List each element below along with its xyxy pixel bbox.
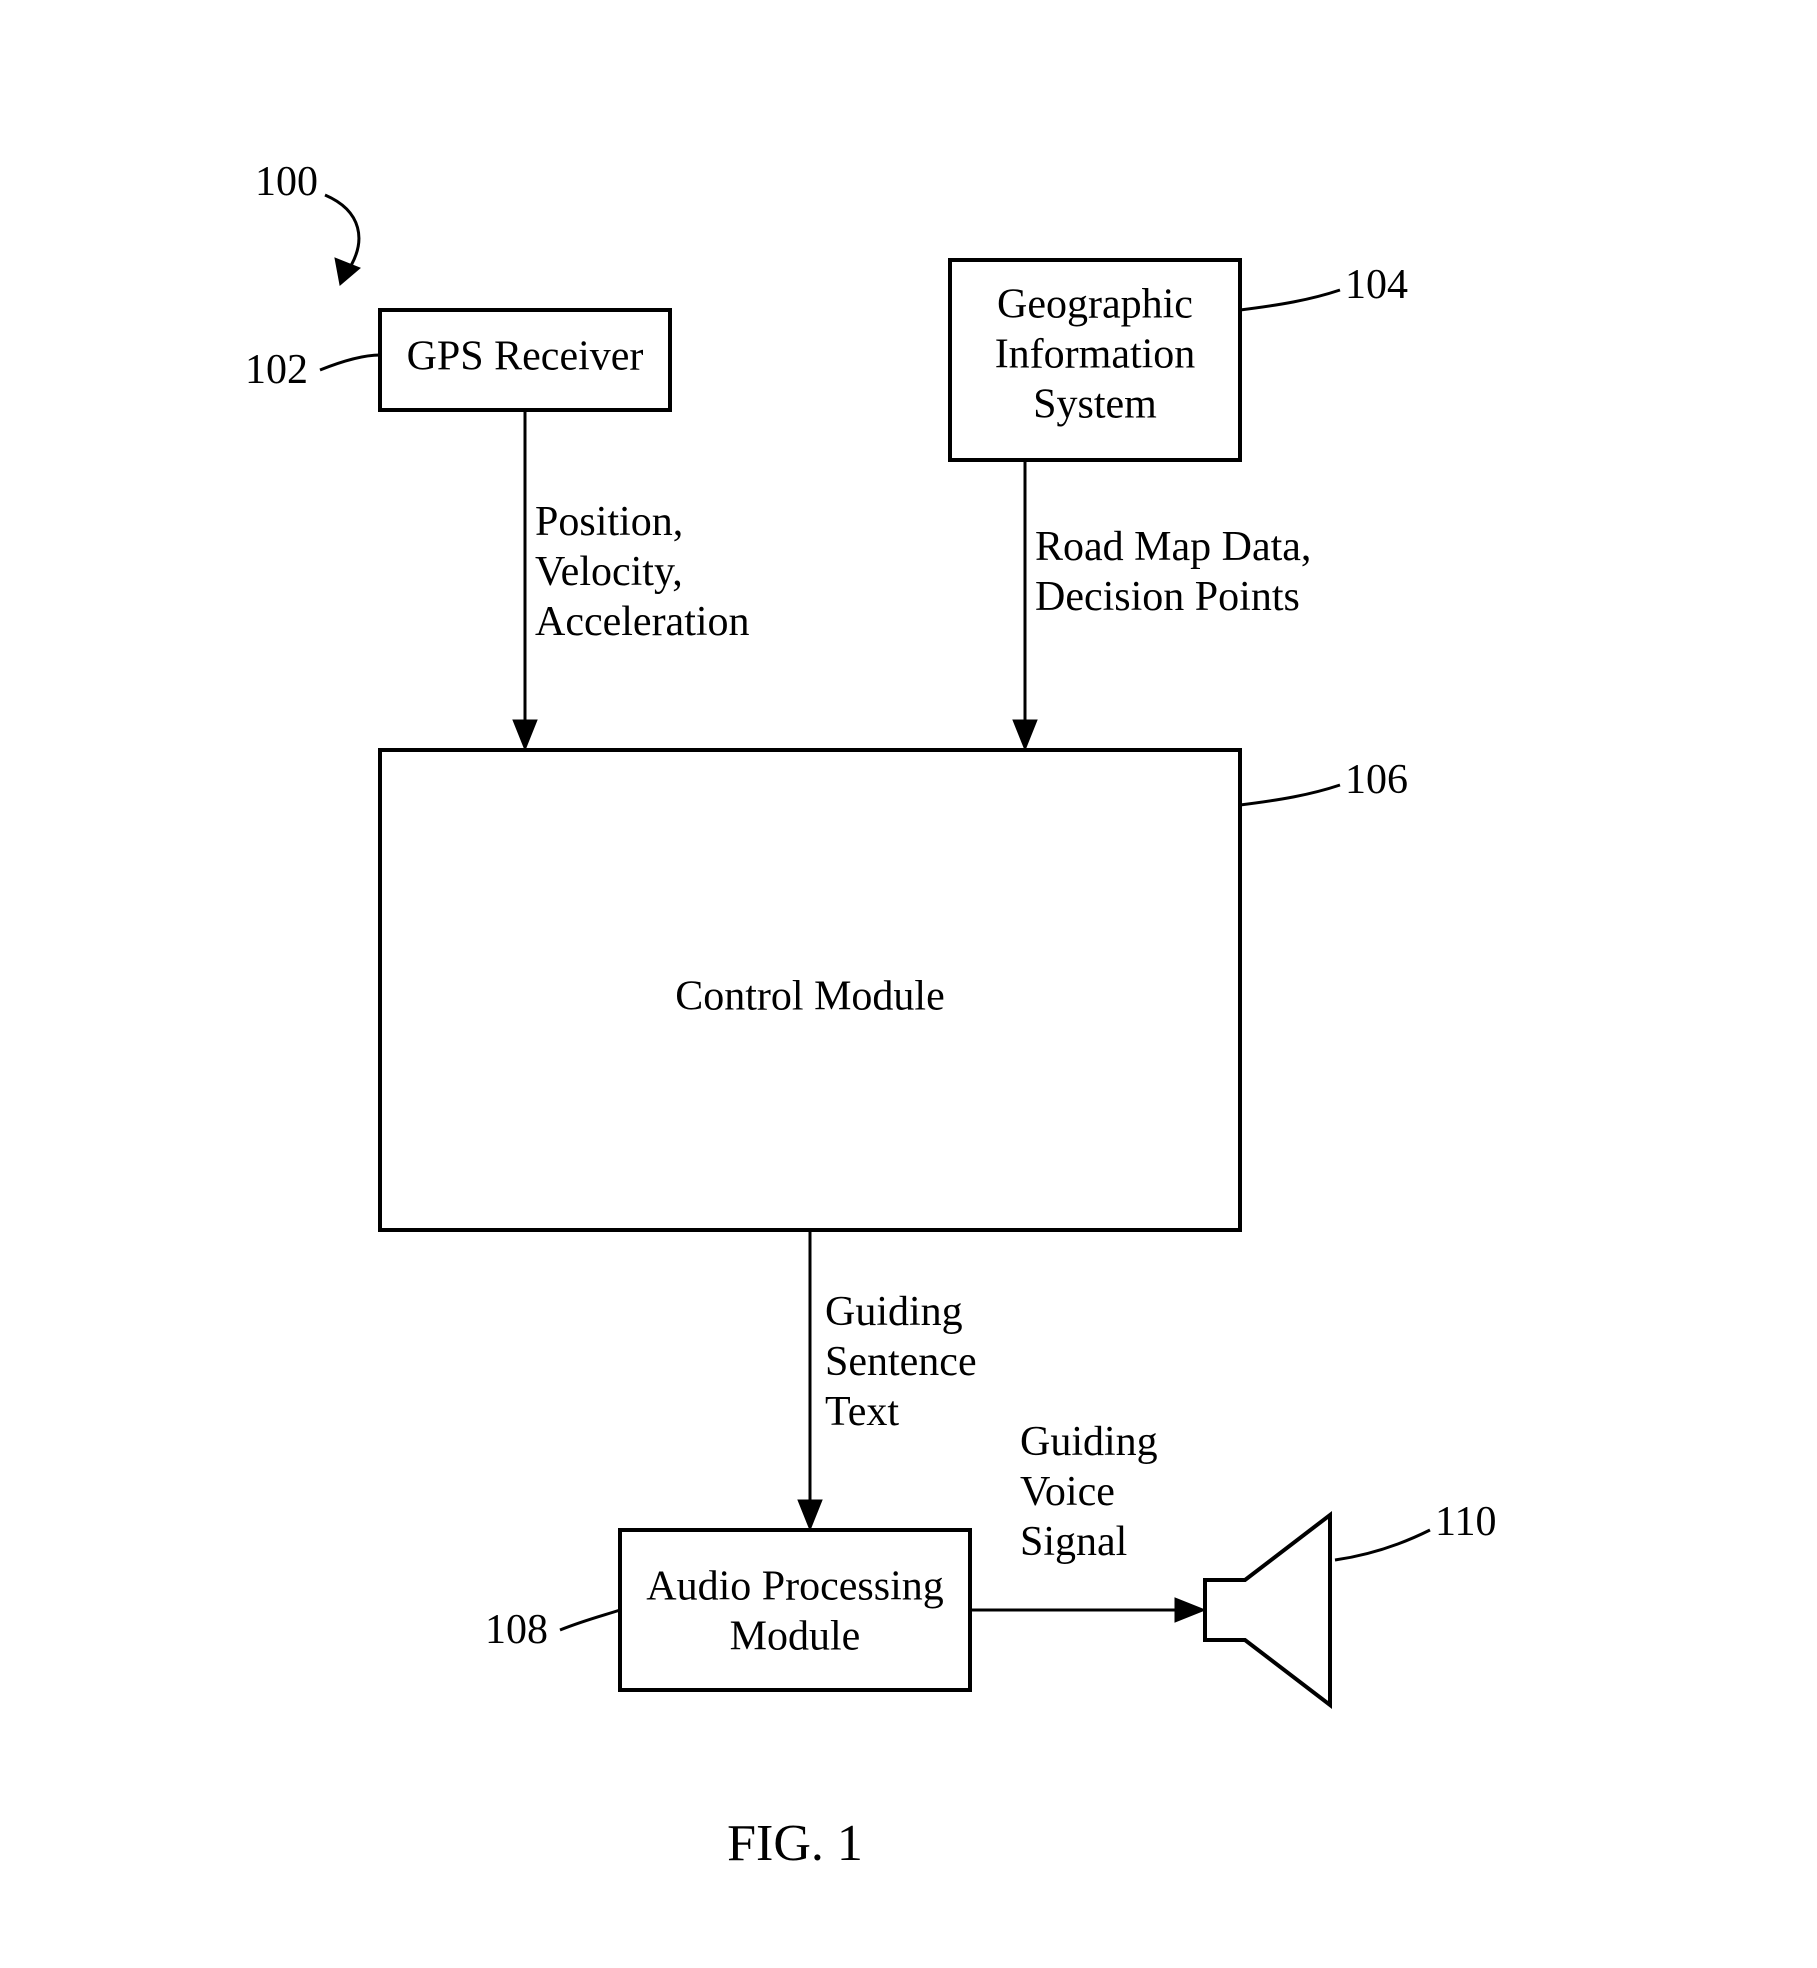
node-label: Audio Processing [646,1564,944,1610]
edge-audio-to-speaker: Guiding Voice Signal [970,1419,1205,1622]
ref-label: 110 [1435,1499,1496,1545]
node-label: GPS Receiver [407,334,644,380]
edge-label: Guiding [825,1289,963,1335]
node-control-module: Control Module [380,750,1240,1230]
ref-label: 108 [485,1607,548,1653]
edge-label: Voice [1020,1469,1115,1515]
ref-108: 108 [485,1607,620,1653]
ref-102: 102 [245,347,380,393]
edge-label: Sentence [825,1339,977,1385]
edge-label: Position, [535,499,683,545]
block-diagram: GPS Receiver Geographic Information Syst… [0,0,1817,1968]
edge-label: Guiding [1020,1419,1158,1465]
ref-label: 102 [245,347,308,393]
ref-100: 100 [255,159,360,285]
node-label: Information [995,332,1196,378]
node-label: Control Module [675,974,945,1020]
ref-104: 104 [1240,262,1408,310]
node-box [620,1530,970,1690]
figure-label: FIG. 1 [727,1815,863,1872]
edge-label: Signal [1020,1519,1127,1565]
node-audio-processing-module: Audio Processing Module [620,1530,970,1690]
node-label: System [1033,382,1157,428]
node-geographic-information-system: Geographic Information System [950,260,1240,460]
edge-gps-to-control: Position, Velocity, Acceleration [513,410,750,750]
edge-label: Decision Points [1035,574,1300,620]
ref-110: 110 [1335,1499,1496,1560]
ref-label: 106 [1345,757,1408,803]
node-gps-receiver: GPS Receiver [380,310,670,410]
edge-label: Acceleration [535,599,750,645]
edge-label: Road Map Data, [1035,524,1311,570]
edge-label: Velocity, [535,549,683,595]
ref-label: 100 [255,159,318,205]
ref-label: 104 [1345,262,1408,308]
node-label: Geographic [997,282,1193,328]
node-label: Module [730,1614,861,1660]
ref-106: 106 [1240,757,1408,805]
edge-label: Text [825,1389,899,1435]
edge-gis-to-control: Road Map Data, Decision Points [1013,460,1311,750]
edge-control-to-audio: Guiding Sentence Text [798,1230,977,1530]
speaker-icon [1205,1515,1330,1705]
